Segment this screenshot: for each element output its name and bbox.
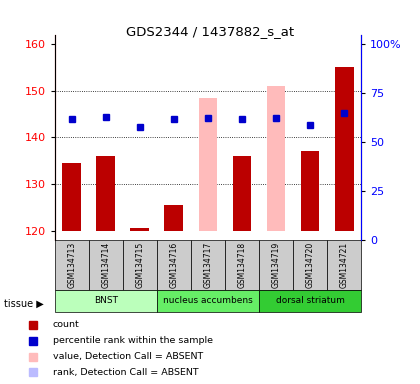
- Text: GSM134720: GSM134720: [306, 242, 315, 288]
- Text: count: count: [53, 320, 80, 329]
- Bar: [267, 86, 286, 231]
- Text: GSM134715: GSM134715: [135, 242, 144, 288]
- Bar: [96, 156, 115, 231]
- Bar: [199, 98, 217, 231]
- Bar: [191, 240, 225, 290]
- Bar: [130, 228, 149, 231]
- Bar: [157, 240, 191, 290]
- Bar: [233, 156, 251, 231]
- Text: GSM134718: GSM134718: [237, 242, 247, 288]
- Bar: [301, 151, 320, 231]
- Text: nucleus accumbens: nucleus accumbens: [163, 296, 253, 305]
- Bar: [327, 240, 361, 290]
- Text: value, Detection Call = ABSENT: value, Detection Call = ABSENT: [53, 352, 203, 361]
- Text: tissue ▶: tissue ▶: [4, 298, 44, 308]
- Bar: [165, 205, 183, 231]
- Bar: [225, 240, 259, 290]
- Text: percentile rank within the sample: percentile rank within the sample: [53, 336, 213, 345]
- Text: GSM134717: GSM134717: [203, 242, 213, 288]
- Bar: [259, 290, 361, 312]
- Text: GDS2344 / 1437882_s_at: GDS2344 / 1437882_s_at: [126, 25, 294, 38]
- Text: GSM134714: GSM134714: [101, 242, 110, 288]
- Bar: [335, 67, 354, 231]
- Bar: [89, 240, 123, 290]
- Bar: [62, 163, 81, 231]
- Text: BNST: BNST: [94, 296, 118, 305]
- Text: dorsal striatum: dorsal striatum: [276, 296, 344, 305]
- Bar: [123, 240, 157, 290]
- Text: GSM134713: GSM134713: [67, 242, 76, 288]
- Text: rank, Detection Call = ABSENT: rank, Detection Call = ABSENT: [53, 368, 199, 377]
- Bar: [55, 290, 157, 312]
- Bar: [259, 240, 293, 290]
- Bar: [157, 290, 259, 312]
- Bar: [293, 240, 327, 290]
- Text: GSM134721: GSM134721: [340, 242, 349, 288]
- Text: GSM134719: GSM134719: [272, 242, 281, 288]
- Bar: [55, 240, 89, 290]
- Text: GSM134716: GSM134716: [169, 242, 178, 288]
